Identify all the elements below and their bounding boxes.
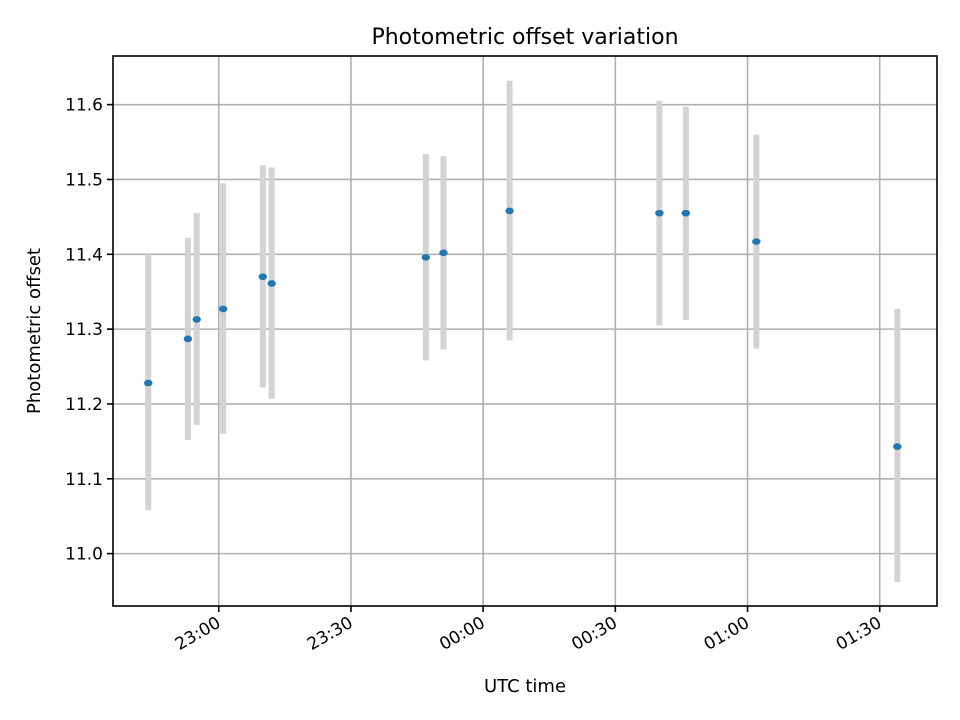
y-tick-label: 11.1 bbox=[65, 470, 103, 490]
data-point bbox=[183, 335, 193, 343]
data-point bbox=[505, 207, 514, 215]
plot-frame bbox=[112, 55, 938, 607]
data-point bbox=[893, 443, 902, 450]
data-point bbox=[218, 305, 228, 313]
data-points bbox=[144, 207, 902, 450]
y-tick-label: 11.5 bbox=[65, 170, 103, 190]
data-point bbox=[752, 238, 761, 245]
y-tick-label: 11.0 bbox=[65, 545, 103, 565]
data-point bbox=[681, 209, 691, 217]
data-point bbox=[144, 379, 153, 387]
y-axis-label: Photometric offset bbox=[24, 248, 45, 414]
y-tick-label: 11.6 bbox=[65, 96, 103, 116]
y-tick-label: 11.2 bbox=[65, 395, 103, 415]
data-point bbox=[655, 209, 664, 217]
x-axis-label: UTC time bbox=[484, 676, 566, 697]
data-point bbox=[421, 253, 431, 261]
y-tick-label: 11.3 bbox=[65, 320, 103, 340]
data-point bbox=[267, 280, 276, 287]
grid bbox=[113, 56, 937, 606]
data-point bbox=[439, 249, 448, 257]
y-axis-ticks: 11.0 11.1 11.2 11.3 11.4 11.5 11.6 bbox=[65, 96, 113, 565]
chart-title: Photometric offset variation bbox=[371, 25, 678, 50]
data-point bbox=[258, 273, 268, 281]
data-point bbox=[192, 316, 201, 323]
y-tick-label: 11.4 bbox=[65, 245, 103, 265]
